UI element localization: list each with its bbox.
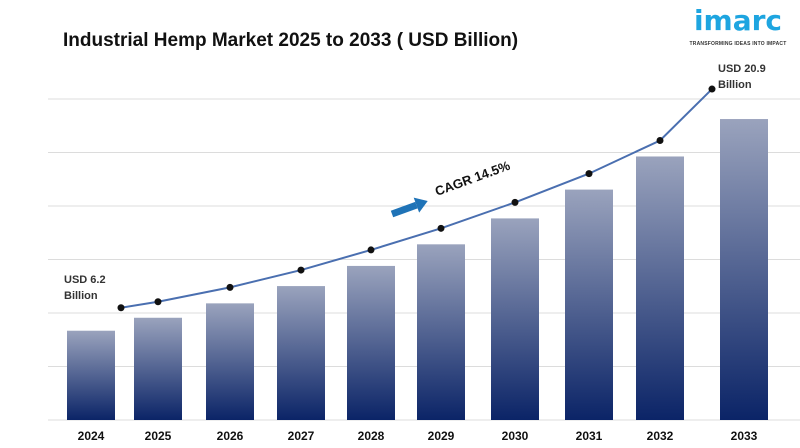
trend-point xyxy=(585,170,593,178)
x-tick-label: 2027 xyxy=(288,429,315,443)
bar-2031 xyxy=(565,189,613,420)
trend-point xyxy=(708,85,716,93)
start-value-label-line1: USD 6.2 xyxy=(64,274,106,286)
bar-2030 xyxy=(491,218,539,420)
x-tick-label: 2029 xyxy=(428,429,455,443)
x-tick-label: 2033 xyxy=(731,429,758,443)
end-value-label-line2: Billion xyxy=(718,79,752,91)
end-value-label-line1: USD 20.9 xyxy=(718,63,766,75)
x-tick-label: 2030 xyxy=(502,429,529,443)
x-tick-label: 2032 xyxy=(647,429,674,443)
bar-2028 xyxy=(347,265,395,420)
x-tick-label: 2028 xyxy=(358,429,385,443)
trend-point xyxy=(117,304,125,312)
bar-2025 xyxy=(134,317,182,420)
trend-point xyxy=(297,266,305,274)
logo-tagline: TRANSFORMING IDEAS INTO IMPACT xyxy=(689,41,787,47)
bar-2027 xyxy=(277,286,325,420)
bar-2033 xyxy=(720,119,768,420)
bar-2032 xyxy=(636,156,684,421)
trend-point xyxy=(154,298,162,306)
trend-point xyxy=(437,224,445,232)
x-tick-label: 2025 xyxy=(145,429,172,443)
bar-2029 xyxy=(417,244,465,420)
x-tick-label: 2024 xyxy=(78,429,105,443)
imarc-logo: imarc TRANSFORMING IDEAS INTO IMPACT xyxy=(680,4,796,48)
logo-word: imarc xyxy=(693,4,783,37)
trend-point xyxy=(226,283,234,291)
cagr-label: CAGR 14.5% xyxy=(433,158,513,199)
trend-point xyxy=(511,198,519,206)
chart-title: Industrial Hemp Market 2025 to 2033 ( US… xyxy=(63,30,519,51)
trend-line xyxy=(120,88,713,309)
start-value-label-line2: Billion xyxy=(64,290,98,302)
bar-2026 xyxy=(206,303,254,420)
trend-point xyxy=(367,246,375,254)
bar-2024 xyxy=(67,330,115,420)
x-tick-label: 2026 xyxy=(217,429,244,443)
trend-point xyxy=(656,136,664,144)
cagr-arrow-icon xyxy=(390,197,428,218)
x-tick-label: 2031 xyxy=(576,429,603,443)
